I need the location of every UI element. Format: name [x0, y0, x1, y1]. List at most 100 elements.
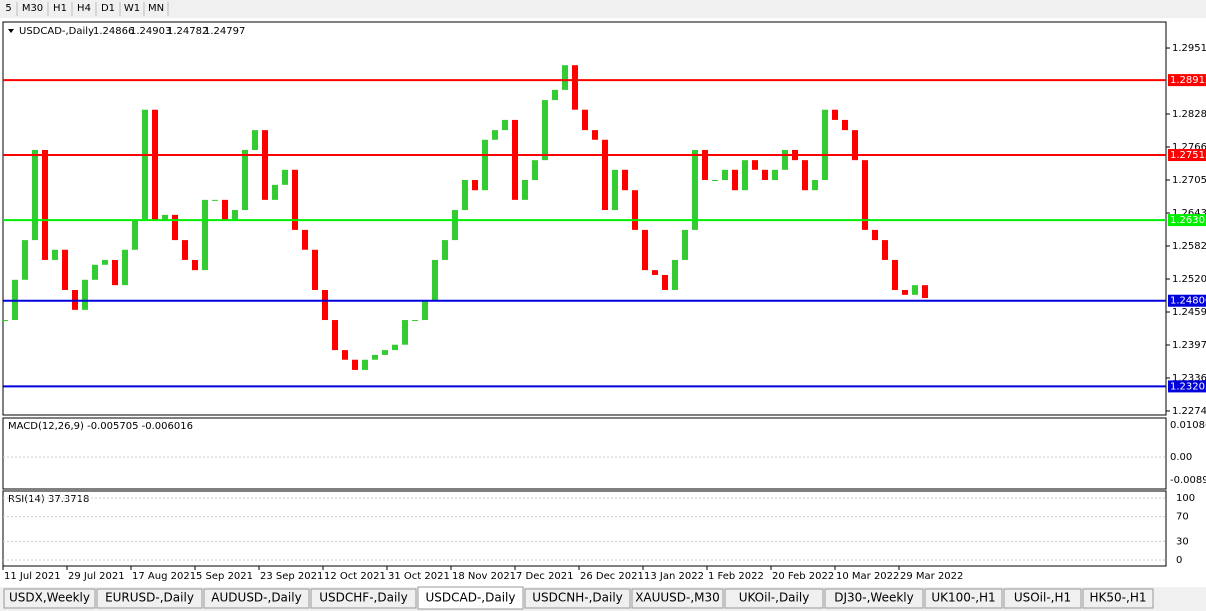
- tab-label[interactable]: USDX,Weekly: [9, 591, 90, 605]
- candle: [262, 130, 268, 200]
- tab[interactable]: [824, 588, 924, 609]
- candle: [602, 139, 608, 211]
- date-label: 1 Feb 2022: [708, 571, 764, 582]
- timeframe-button[interactable]: H1: [53, 3, 67, 14]
- tab-label[interactable]: HK50-,H1: [1090, 591, 1147, 605]
- toolbar: [0, 0, 1206, 18]
- candle: [422, 300, 428, 321]
- date-label: 5 Sep 2021: [196, 571, 253, 582]
- candle: [222, 199, 228, 220]
- candle: [252, 130, 258, 150]
- candle: [912, 285, 918, 295]
- tab[interactable]: [1082, 588, 1154, 609]
- candle: [852, 130, 858, 161]
- level-label-box: [1168, 380, 1206, 393]
- tab[interactable]: [631, 588, 724, 609]
- candle: [842, 119, 848, 131]
- candle: [322, 289, 328, 321]
- timeframe-button[interactable]: W1: [124, 3, 140, 14]
- tab-label[interactable]: DJ30-,Weekly: [834, 591, 914, 605]
- level-label: 1.28912: [1170, 75, 1206, 86]
- timeframe-button[interactable]: MN: [148, 3, 164, 14]
- candle: [802, 160, 808, 191]
- tab[interactable]: [203, 588, 310, 609]
- tab[interactable]: [724, 588, 824, 609]
- candle: [162, 214, 168, 220]
- candle: [562, 65, 568, 90]
- price-label: 1.29510: [1172, 43, 1206, 54]
- candle: [692, 149, 698, 230]
- date-label: 29 Jul 2021: [68, 571, 125, 582]
- candle: [682, 229, 688, 260]
- candle: [492, 130, 498, 140]
- price-label: 1.23360: [1172, 373, 1206, 384]
- candle: [472, 180, 478, 191]
- candle: [742, 160, 748, 191]
- candle: [112, 259, 118, 286]
- candle: [332, 320, 338, 351]
- candle: [662, 274, 668, 290]
- ohlc-value: 1.24903: [130, 26, 171, 37]
- candle: [362, 359, 368, 370]
- candle: [242, 149, 248, 211]
- date-label: 31 Oct 2021: [388, 571, 450, 582]
- tab-label[interactable]: XAUUSD-,M30: [635, 591, 720, 605]
- tab[interactable]: [96, 588, 203, 609]
- tab[interactable]: [1003, 588, 1082, 609]
- candle: [282, 169, 288, 185]
- candle: [922, 285, 928, 299]
- candle: [152, 109, 158, 220]
- candle: [872, 229, 878, 241]
- rsi-scale: 30: [1176, 536, 1189, 547]
- tab-label[interactable]: USDCAD-,Daily: [426, 591, 516, 605]
- candle: [232, 210, 238, 220]
- candle: [892, 259, 898, 290]
- candle: [552, 89, 558, 101]
- candle: [352, 359, 358, 370]
- tab-label[interactable]: USDCHF-,Daily: [319, 591, 407, 605]
- tab-label[interactable]: EURUSD-,Daily: [105, 591, 194, 605]
- candle: [192, 259, 198, 271]
- tab-label[interactable]: USDCNH-,Daily: [532, 591, 623, 605]
- date-label: 17 Aug 2021: [132, 571, 196, 582]
- rsi-scale: 0: [1176, 555, 1182, 566]
- candle: [592, 130, 598, 140]
- level-label: 1.23203: [1170, 381, 1206, 392]
- candle: [612, 169, 618, 211]
- rsi-scale: 100: [1176, 493, 1195, 504]
- tab[interactable]: [3, 588, 96, 609]
- candle: [342, 350, 348, 360]
- candle: [902, 289, 908, 295]
- timeframe-button[interactable]: D1: [101, 3, 115, 14]
- candle: [172, 214, 178, 241]
- candle: [722, 169, 728, 181]
- tab[interactable]: [310, 588, 417, 609]
- candle: [502, 119, 508, 131]
- level-label: 1.27515: [1170, 150, 1206, 161]
- candle: [122, 249, 128, 286]
- rsi-scale: 70: [1176, 512, 1189, 523]
- candle: [202, 199, 208, 271]
- candle: [102, 259, 108, 265]
- timeframe-button[interactable]: H4: [77, 3, 91, 14]
- candle: [432, 259, 438, 301]
- timeframe-button[interactable]: M30: [22, 3, 43, 14]
- tab[interactable]: [524, 588, 631, 609]
- tab-label[interactable]: UKOil-,Daily: [739, 591, 810, 605]
- tab-label[interactable]: AUDUSD-,Daily: [211, 591, 301, 605]
- timeframe-button[interactable]: 5: [5, 3, 11, 14]
- tab[interactable]: [417, 586, 524, 610]
- price-label: 1.23975: [1172, 340, 1206, 351]
- candle: [542, 100, 548, 161]
- tab-label[interactable]: UK100-,H1: [931, 591, 995, 605]
- candle: [522, 180, 528, 200]
- level-label-box: [1168, 149, 1206, 162]
- candle: [92, 264, 98, 280]
- tab[interactable]: [924, 588, 1003, 609]
- candle: [642, 229, 648, 271]
- tab-label[interactable]: USOil-,H1: [1014, 591, 1071, 605]
- candle: [2, 320, 8, 322]
- candle: [812, 180, 818, 191]
- candle: [532, 160, 538, 181]
